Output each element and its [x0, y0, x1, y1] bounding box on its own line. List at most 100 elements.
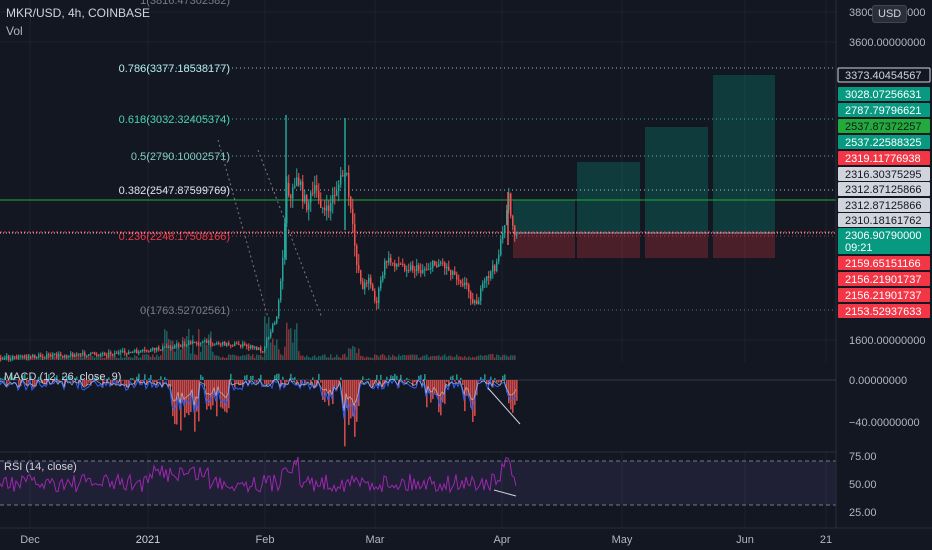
macd-histogram-bar: [276, 373, 278, 380]
volume-bar: [116, 357, 118, 360]
price-badge: [838, 103, 930, 117]
volume-bar: [402, 354, 404, 360]
candle-body: [248, 346, 250, 349]
candle-body: [340, 175, 342, 185]
candle-body: [268, 336, 270, 340]
macd-histogram-bar: [486, 380, 488, 384]
volume-bar: [372, 357, 374, 360]
volume-bar: [416, 354, 418, 360]
volume-bar: [382, 354, 384, 360]
macd-histogram-bar: [28, 380, 30, 383]
candle-body: [362, 281, 364, 290]
price-badge-label: 2153.52937633: [845, 306, 921, 318]
candle-body: [66, 356, 68, 358]
volume-bar: [132, 357, 134, 360]
candle-body: [64, 356, 66, 358]
macd-histogram-bar: [22, 375, 24, 380]
macd-histogram-bar: [116, 380, 118, 384]
volume-bar: [292, 342, 294, 360]
candle-body: [290, 195, 292, 199]
volume-bar: [346, 356, 348, 360]
volume-bar: [434, 355, 436, 360]
volume-bar: [258, 355, 260, 360]
candle-body: [134, 350, 136, 352]
candle-body: [378, 288, 380, 304]
macd-histogram-bar: [232, 379, 234, 380]
volume-bar: [456, 354, 458, 360]
volume-label[interactable]: Vol: [6, 24, 23, 38]
candle-body: [22, 356, 24, 358]
volume-bar: [234, 354, 236, 360]
volume-bar: [386, 357, 388, 360]
macd-histogram-bar: [456, 374, 458, 380]
volume-bar: [226, 357, 228, 360]
macd-indicator-label[interactable]: MACD (12, 26, close, 9): [4, 371, 122, 383]
candle-body: [440, 262, 442, 264]
candle-body: [234, 343, 236, 346]
macd-histogram-bar: [162, 380, 164, 387]
volume-bar: [224, 357, 226, 360]
macd-histogram-bar: [274, 375, 276, 380]
volume-bar: [184, 338, 186, 360]
volume-bar: [304, 357, 306, 360]
candle-body: [172, 348, 174, 350]
candle-body: [222, 341, 224, 345]
macd-histogram-bar: [54, 377, 56, 380]
candle-body: [338, 184, 340, 191]
volume-bar: [260, 354, 262, 360]
macd-histogram-bar: [304, 380, 306, 385]
macd-histogram-bar: [12, 377, 14, 380]
trend-line: [217, 139, 269, 319]
time-axis-label: May: [612, 534, 633, 546]
candle-body: [348, 172, 350, 197]
candle-body: [80, 353, 82, 355]
volume-bar: [334, 356, 336, 360]
candle-body: [370, 277, 372, 286]
candle-body: [4, 358, 6, 360]
candle-body: [224, 341, 226, 346]
candle-body: [276, 316, 278, 323]
macd-histogram-bar: [230, 373, 232, 380]
candle-body: [194, 341, 196, 344]
volume-bar: [94, 357, 96, 360]
volume-bar: [270, 342, 272, 360]
rsi-indicator-label[interactable]: RSI (14, close): [4, 461, 77, 473]
macd-line: [0, 377, 517, 419]
candle-body: [342, 175, 344, 177]
position-stop-zone: [577, 233, 640, 258]
volume-bar: [398, 354, 400, 360]
macd-histogram-bar: [94, 377, 96, 380]
volume-bar: [506, 355, 508, 360]
candle-body: [252, 345, 254, 348]
currency-button[interactable]: USD: [872, 5, 908, 23]
macd-histogram-bar: [404, 380, 406, 382]
candle-body: [132, 351, 134, 353]
position-target-zone: [645, 127, 708, 233]
candle-body: [476, 300, 478, 305]
macd-histogram-bar: [326, 380, 328, 392]
volume-bar: [288, 329, 290, 360]
volume-bar: [344, 353, 346, 360]
macd-histogram-bar: [166, 379, 168, 380]
volume-bar: [504, 354, 506, 360]
candle-body: [452, 271, 454, 275]
price-badge-label: 3028.07256631: [845, 89, 921, 101]
candle-body: [120, 350, 122, 353]
candle-body: [176, 344, 178, 346]
candle-body: [34, 354, 36, 358]
candle-body: [58, 354, 60, 357]
macd-histogram-bar: [68, 376, 70, 380]
macd-histogram-bar: [446, 380, 448, 383]
volume-bar: [144, 354, 146, 360]
macd-histogram-bar: [296, 380, 298, 385]
price-badge: [837, 67, 931, 83]
candle-body: [504, 225, 506, 233]
volume-bar: [294, 329, 296, 360]
volume-bar: [176, 340, 178, 360]
volume-bar: [60, 356, 62, 360]
candle-body: [174, 345, 176, 349]
symbol-title[interactable]: MKR/USD, 4h, COINBASE: [6, 6, 151, 20]
macd-histogram-bar: [420, 374, 422, 380]
candle-body: [60, 354, 62, 356]
